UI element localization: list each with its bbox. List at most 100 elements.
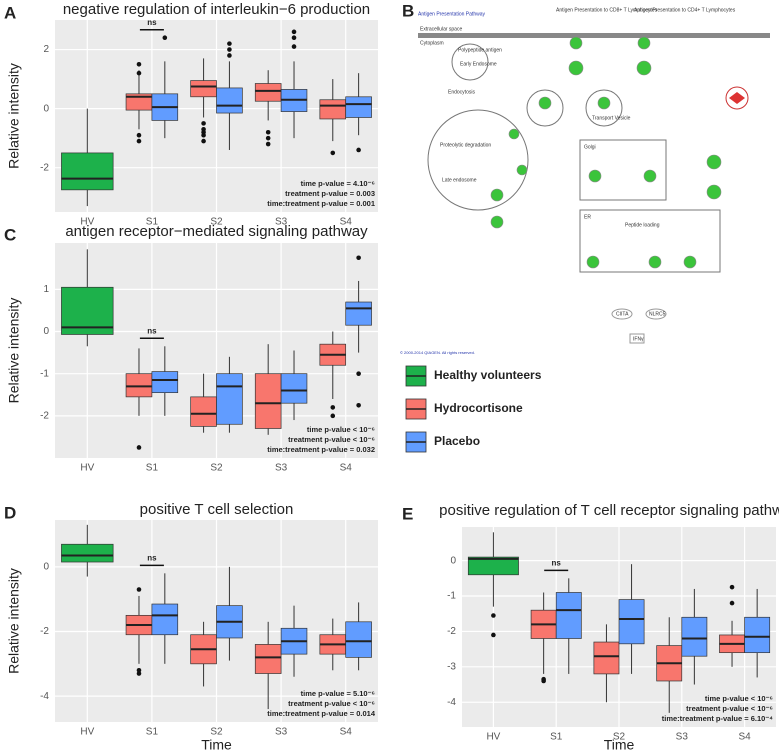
p-value: time:treatment p-value = 0.032 [267,445,375,454]
diagram-label: Antigen Presentation to CD8+ T Lymphocyt… [556,7,658,13]
p-value: time:treatment p-value = 6.10⁻⁴ [662,714,774,723]
x-tick-label: HV [486,732,500,743]
box [555,592,582,639]
chart-title: positive T cell selection [140,501,294,518]
box [345,301,372,326]
outlier [265,129,271,135]
x-tick-label: S2 [613,732,626,743]
outlier [330,405,336,410]
diagram-label: Golgi [584,144,596,150]
diagram-label: Early Endosome [460,61,497,67]
ns-label: ns [147,18,157,27]
copyright: © 2000-2014 QIAGEN. All rights reserved. [400,350,475,355]
x-tick-label: S2 [210,727,223,738]
x-tick-label: HV [80,727,94,738]
box [151,603,179,636]
y-tick-label: 0 [43,326,49,337]
y-tick-label: -2 [447,626,456,637]
y-axis-label: Relative intensity [6,568,22,674]
diagram-label: NLRC5 [649,311,666,317]
outlier [136,138,142,144]
outlier [265,141,271,147]
p-value: treatment p-value = 0.003 [285,189,375,198]
early-endosome [451,43,489,81]
box [593,641,620,675]
x-tick-label: S2 [210,217,223,228]
outlier [162,35,168,41]
x-tick-label: S4 [340,727,353,738]
diagram-label: Cytoplasm [420,40,444,46]
x-tick-label: S2 [210,463,223,474]
outlier [356,255,361,261]
y-tick-label: -4 [40,691,49,702]
panel-letter: C [4,225,16,244]
ns-label: ns [552,558,562,567]
outlier [136,667,142,673]
outlier [227,47,232,52]
p-value: time:treatment p-value = 0.001 [267,199,375,208]
x-axis-label: Time [604,737,635,753]
panel-letter: E [402,504,413,523]
ns-label: ns [147,326,157,335]
y-tick-label: -3 [447,661,456,672]
er [579,209,721,273]
box [254,373,282,429]
chart-title: negative regulation of interleukin−6 pro… [63,1,370,18]
p-value: time:treatment p-value = 0.014 [267,709,376,718]
box [681,616,708,657]
x-axis-label: Time [201,737,232,753]
diagram-label: CIITA [616,311,629,317]
panel-letter: D [4,503,16,522]
box [319,99,347,120]
y-tick-label: 0 [43,103,49,114]
outlier [291,35,297,41]
panel-letter: A [4,3,16,22]
box [61,543,114,563]
legend-label: Hydrocortisone [434,401,523,415]
x-tick-label: HV [80,217,94,228]
x-tick-label: S4 [738,732,751,743]
x-tick-label: S3 [275,727,288,738]
box [216,373,243,425]
protein-node [729,92,745,104]
legend: Healthy volunteers Hydrocortisone Placebo [405,365,542,453]
outlier [291,44,297,49]
protein-nodes [490,36,722,269]
x-tick-label: S1 [146,217,159,228]
node [611,308,633,320]
box [254,83,282,102]
y-tick-label: -1 [447,591,456,602]
outlier [330,150,336,156]
ns-label: ns [147,553,157,562]
legend-label: Healthy volunteers [434,368,542,382]
y-axis-label: Relative intensity [6,298,22,404]
x-tick-label: HV [80,463,94,474]
p-value: treatment p-value < 10⁻⁶ [686,704,773,713]
box [216,87,243,114]
y-tick-label: -2 [40,162,49,173]
outlier [136,587,142,592]
y-tick-label: 1 [43,284,49,295]
x-tick-label: S1 [146,463,159,474]
x-tick-label: S1 [146,727,159,738]
box [125,373,153,398]
x-tick-label: S4 [340,463,353,474]
box [190,396,217,427]
panel-letter: B [402,1,414,20]
outlier [541,678,546,684]
diagram-label: Transport Vesicle [592,115,631,121]
diagram-label: Extracellular space [420,26,462,32]
outlier [491,613,496,618]
membrane [418,33,770,38]
box [345,96,372,118]
x-tick-label: S3 [275,217,288,228]
outlier [227,53,232,58]
late-endosome [427,109,529,211]
y-tick-label: 2 [43,44,49,55]
diagram-label: Endocytosis [448,89,475,95]
pathway-diagram: B Antigen Presentation Pathway Extracell… [400,1,770,355]
golgi [579,139,667,201]
outlier [291,29,297,35]
box [254,644,282,674]
